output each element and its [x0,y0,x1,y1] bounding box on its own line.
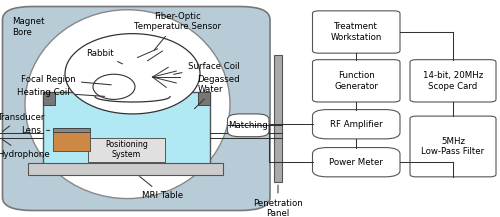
Bar [28,163,222,175]
Text: Focal Region: Focal Region [21,75,111,85]
Text: Treatment
Workstation: Treatment Workstation [330,22,382,42]
Text: Magnet
Bore: Magnet Bore [12,17,45,37]
Text: Power Meter: Power Meter [330,158,383,167]
Text: Surface Coil: Surface Coil [174,62,240,74]
FancyBboxPatch shape [312,60,400,102]
Text: Fiber-Optic
Temperature Sensor: Fiber-Optic Temperature Sensor [134,12,221,50]
Bar [88,138,165,162]
Bar [52,128,90,132]
FancyBboxPatch shape [312,110,400,139]
Text: 5MHz
Low-Pass Filter: 5MHz Low-Pass Filter [422,137,484,156]
Ellipse shape [65,34,200,114]
FancyBboxPatch shape [2,7,270,210]
Ellipse shape [25,10,230,199]
Text: Transducer: Transducer [0,113,45,132]
Text: Heating Coil: Heating Coil [18,88,104,97]
Text: 14-bit, 20MHz
Scope Card: 14-bit, 20MHz Scope Card [423,71,483,90]
FancyBboxPatch shape [228,114,269,137]
Bar [42,92,54,105]
FancyBboxPatch shape [312,148,400,177]
Text: Lens: Lens [21,126,50,135]
Ellipse shape [93,74,135,99]
Bar [198,92,210,105]
Text: RF Amplifier: RF Amplifier [330,120,382,129]
Text: Rabbit: Rabbit [86,49,122,64]
Text: Matching: Matching [228,121,268,130]
Text: Positioning
System: Positioning System [105,140,148,159]
FancyBboxPatch shape [410,116,496,177]
Bar [42,92,210,164]
Text: Hydrophone: Hydrophone [0,139,50,159]
FancyBboxPatch shape [312,11,400,53]
Text: Degassed
Water: Degassed Water [194,75,240,109]
Bar [52,130,90,151]
Bar [274,55,282,182]
Text: Penetration
Panel: Penetration Panel [253,185,303,217]
Text: Function
Generator: Function Generator [334,71,378,90]
FancyBboxPatch shape [410,60,496,102]
Text: MRI Table: MRI Table [140,176,184,200]
